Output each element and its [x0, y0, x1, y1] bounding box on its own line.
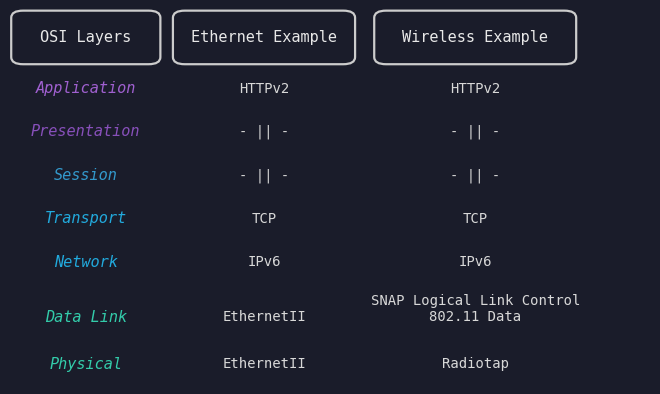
Text: Transport: Transport — [45, 211, 127, 226]
FancyBboxPatch shape — [173, 11, 355, 64]
Text: IPv6: IPv6 — [459, 255, 492, 269]
Text: HTTPv2: HTTPv2 — [450, 82, 500, 96]
Text: Data Link: Data Link — [45, 310, 127, 325]
Text: Physical: Physical — [50, 357, 122, 372]
Text: - || -: - || - — [239, 125, 289, 139]
Text: HTTPv2: HTTPv2 — [239, 82, 289, 96]
Text: TCP: TCP — [463, 212, 488, 226]
Text: - || -: - || - — [450, 125, 500, 139]
Text: Wireless Example: Wireless Example — [402, 30, 548, 45]
Text: Network: Network — [54, 255, 117, 269]
Text: Presentation: Presentation — [31, 125, 141, 139]
FancyBboxPatch shape — [374, 11, 576, 64]
Text: TCP: TCP — [251, 212, 277, 226]
Text: Radiotap: Radiotap — [442, 357, 509, 372]
Text: - || -: - || - — [239, 168, 289, 182]
FancyBboxPatch shape — [11, 11, 160, 64]
Text: Ethernet Example: Ethernet Example — [191, 30, 337, 45]
Text: EthernetII: EthernetII — [222, 310, 306, 324]
Text: Session: Session — [54, 168, 117, 183]
Text: EthernetII: EthernetII — [222, 357, 306, 372]
Text: OSI Layers: OSI Layers — [40, 30, 131, 45]
Text: SNAP Logical Link Control
802.11 Data: SNAP Logical Link Control 802.11 Data — [370, 294, 580, 324]
Text: - || -: - || - — [450, 168, 500, 182]
Text: IPv6: IPv6 — [248, 255, 280, 269]
Text: Application: Application — [36, 81, 136, 96]
